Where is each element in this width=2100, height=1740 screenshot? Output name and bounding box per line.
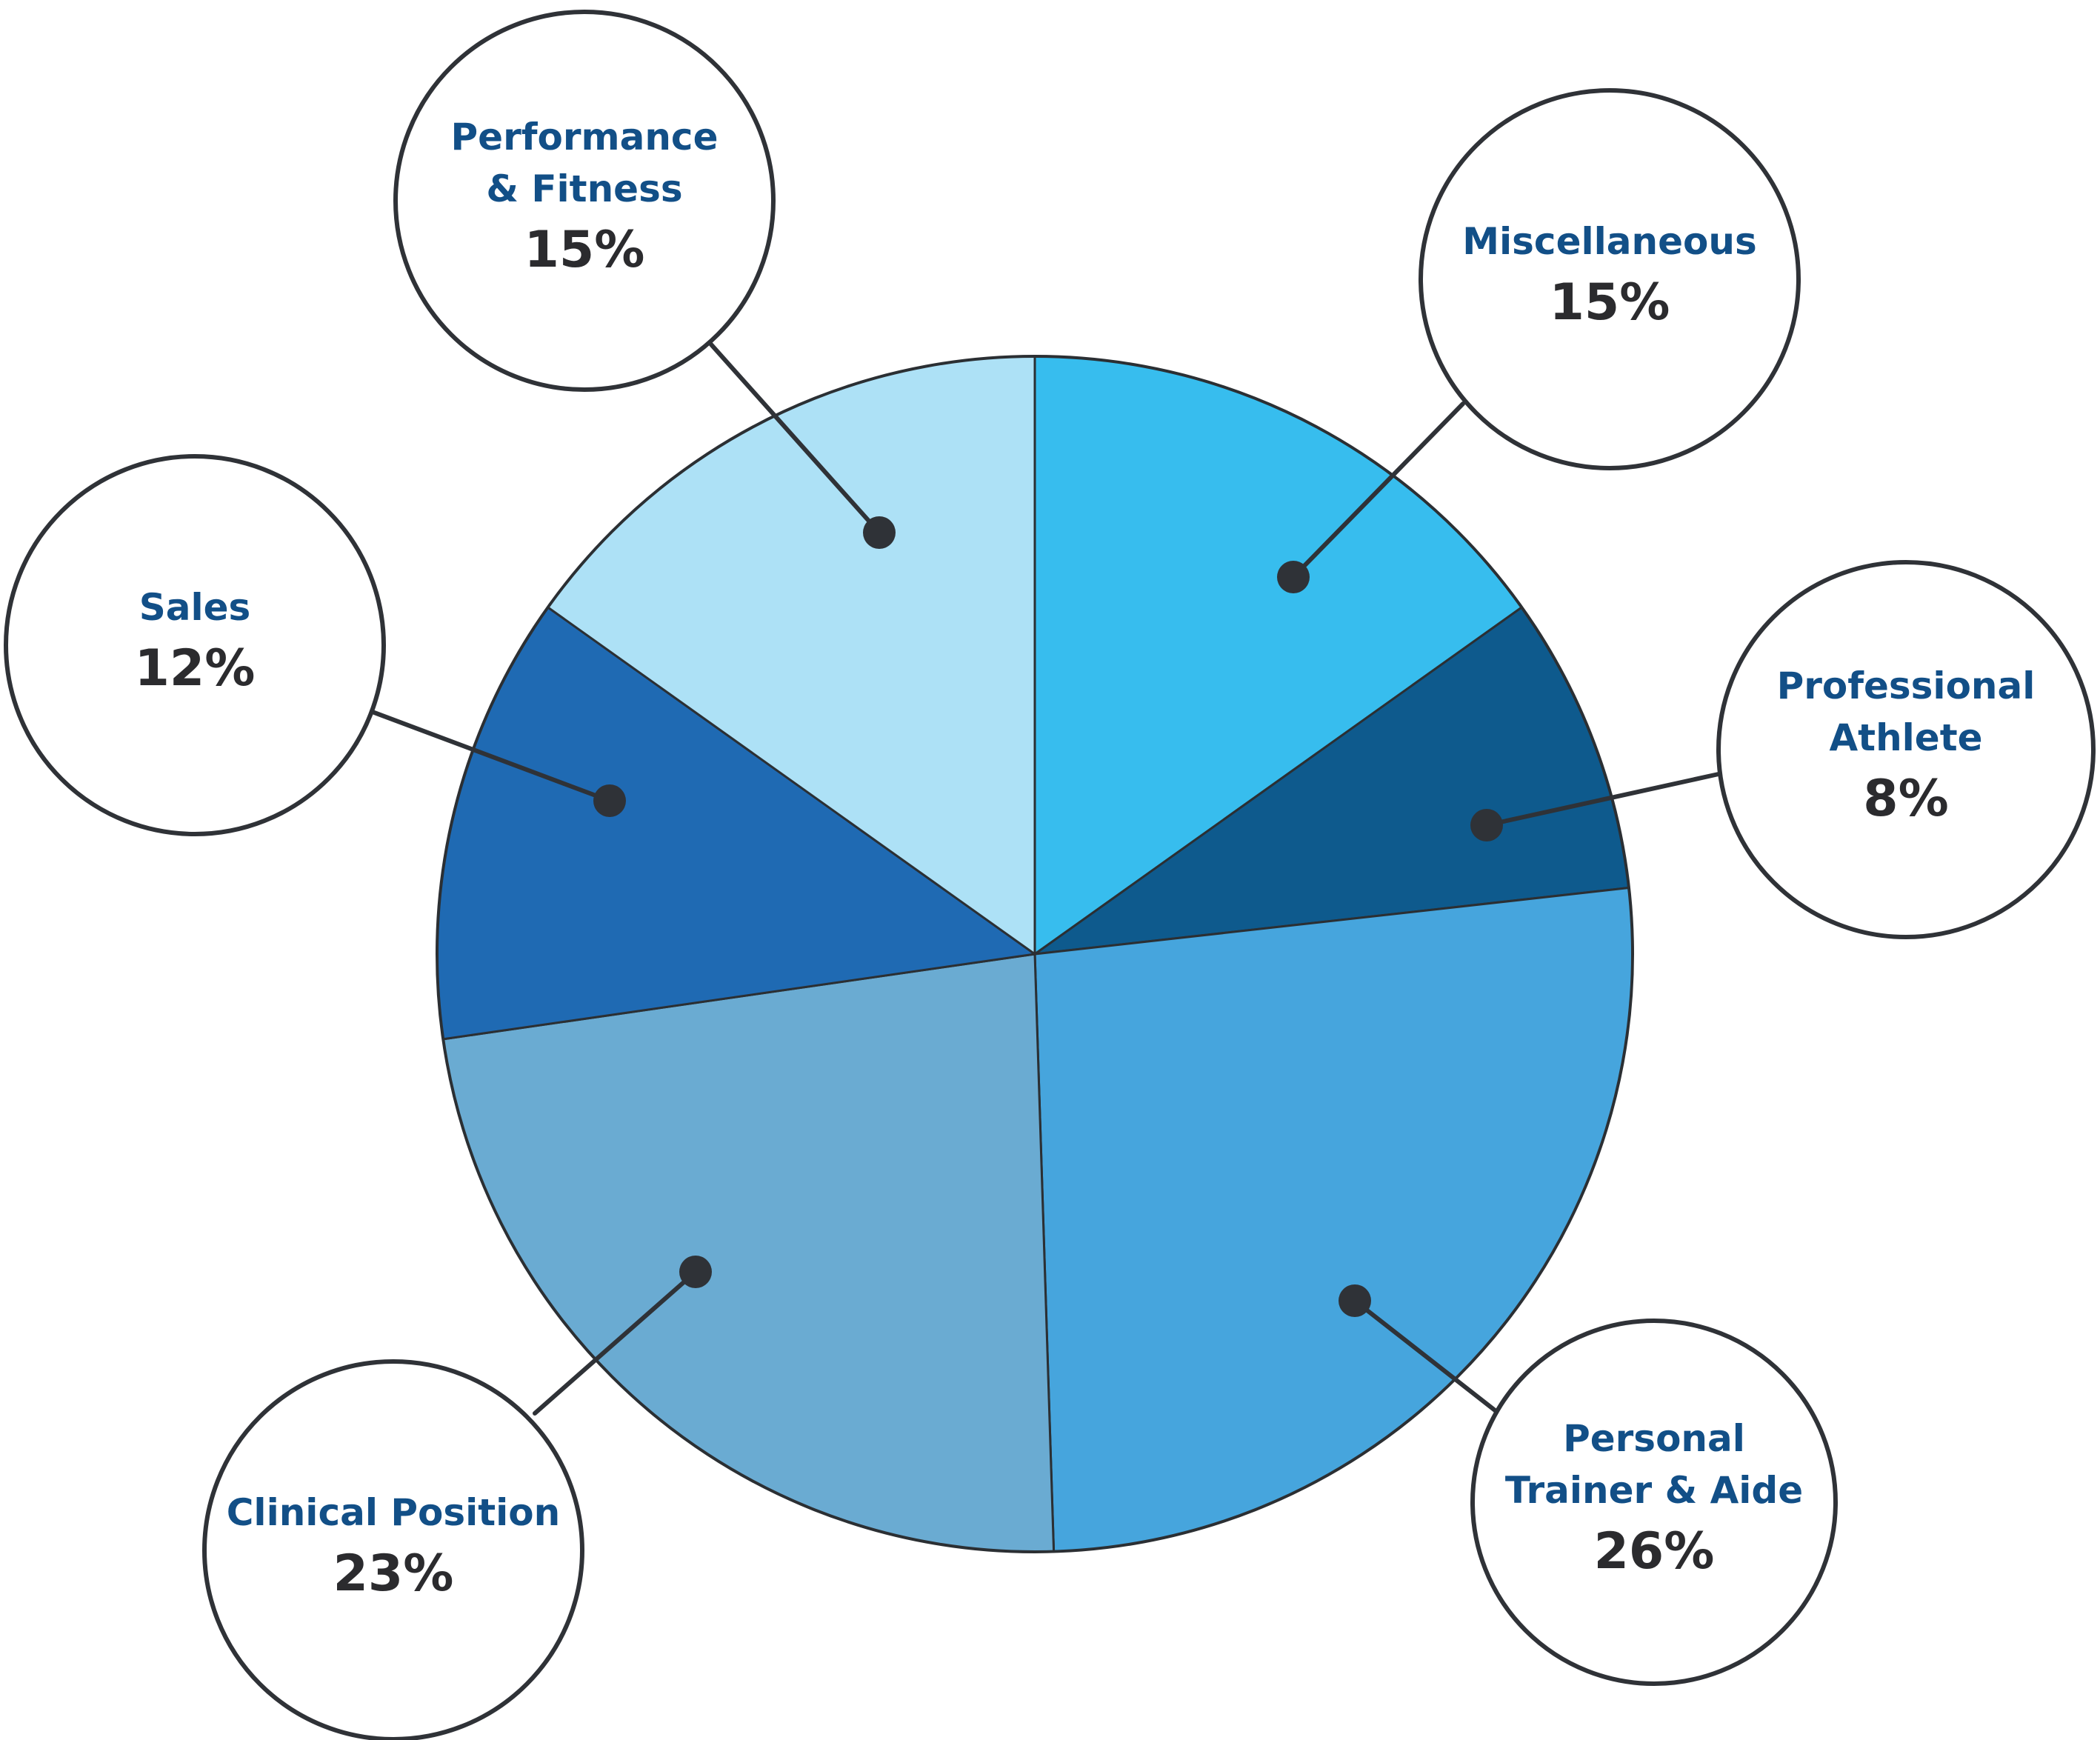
label-bubble	[1419, 88, 1801, 470]
anchor-dot	[593, 784, 626, 817]
leader-line	[1291, 401, 1465, 579]
category-label: Performance	[451, 116, 719, 159]
pie-slices	[436, 355, 1634, 1553]
category-label: Miscellaneous	[1462, 220, 1756, 263]
category-label: Trainer & Aide	[1505, 1469, 1803, 1512]
category-label: Professional	[1777, 664, 2036, 707]
percentage-label: 23%	[333, 1544, 454, 1603]
leader-line	[709, 342, 881, 535]
label-bubble	[1716, 560, 2096, 939]
label-bubble	[393, 10, 776, 392]
callout-personal-trainer-and-aide: Personal Trainer & Aide 26%	[1339, 1284, 1838, 1686]
callout-professional-athlete: Professional Athlete 8%	[1470, 560, 2096, 939]
callout-miscellaneous: Miscellaneous 15%	[1277, 88, 1801, 593]
anchor-dot	[679, 1256, 712, 1288]
callout-clinical-position: Clinical Position 23%	[202, 1256, 712, 1740]
leader-line	[533, 1270, 698, 1416]
label-bubble	[1470, 1319, 1838, 1686]
callout-sales: Sales 12%	[4, 454, 626, 836]
category-label: Sales	[139, 586, 251, 629]
anchor-dot	[1277, 561, 1310, 593]
callouts: Miscellaneous 15% Professional Athlete 8% Per…	[4, 10, 2096, 1740]
leader-line	[368, 709, 612, 803]
percentage-label: 15%	[1550, 273, 1670, 332]
pie-outline	[436, 355, 1634, 1553]
category-label: & Fitness	[486, 167, 682, 210]
category-label: Personal	[1563, 1417, 1745, 1460]
percentage-label: 12%	[135, 639, 256, 698]
leader-line	[1353, 1299, 1513, 1425]
label-bubble	[202, 1359, 584, 1740]
callout-performance-and-fitness: Performance & Fitness 15%	[393, 10, 896, 549]
category-label: Athlete	[1829, 716, 1982, 759]
anchor-dot	[863, 516, 896, 549]
label-bubble	[4, 454, 386, 836]
percentage-label: 8%	[1863, 770, 1948, 828]
percentage-label: 26%	[1594, 1522, 1715, 1581]
leader-line	[1484, 772, 1721, 827]
anchor-dot	[1470, 809, 1503, 841]
anchor-dot	[1339, 1284, 1371, 1317]
category-label: Clinical Position	[227, 1491, 561, 1534]
percentage-label: 15%	[524, 221, 645, 279]
